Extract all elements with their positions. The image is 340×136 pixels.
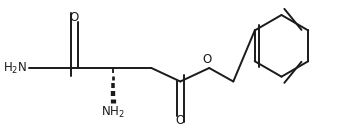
Text: O: O [70,11,79,24]
Text: $\rm H_2N$: $\rm H_2N$ [3,60,27,76]
Text: $\rm NH_2$: $\rm NH_2$ [101,105,125,120]
Text: O: O [176,114,185,127]
Text: O: O [203,53,212,66]
